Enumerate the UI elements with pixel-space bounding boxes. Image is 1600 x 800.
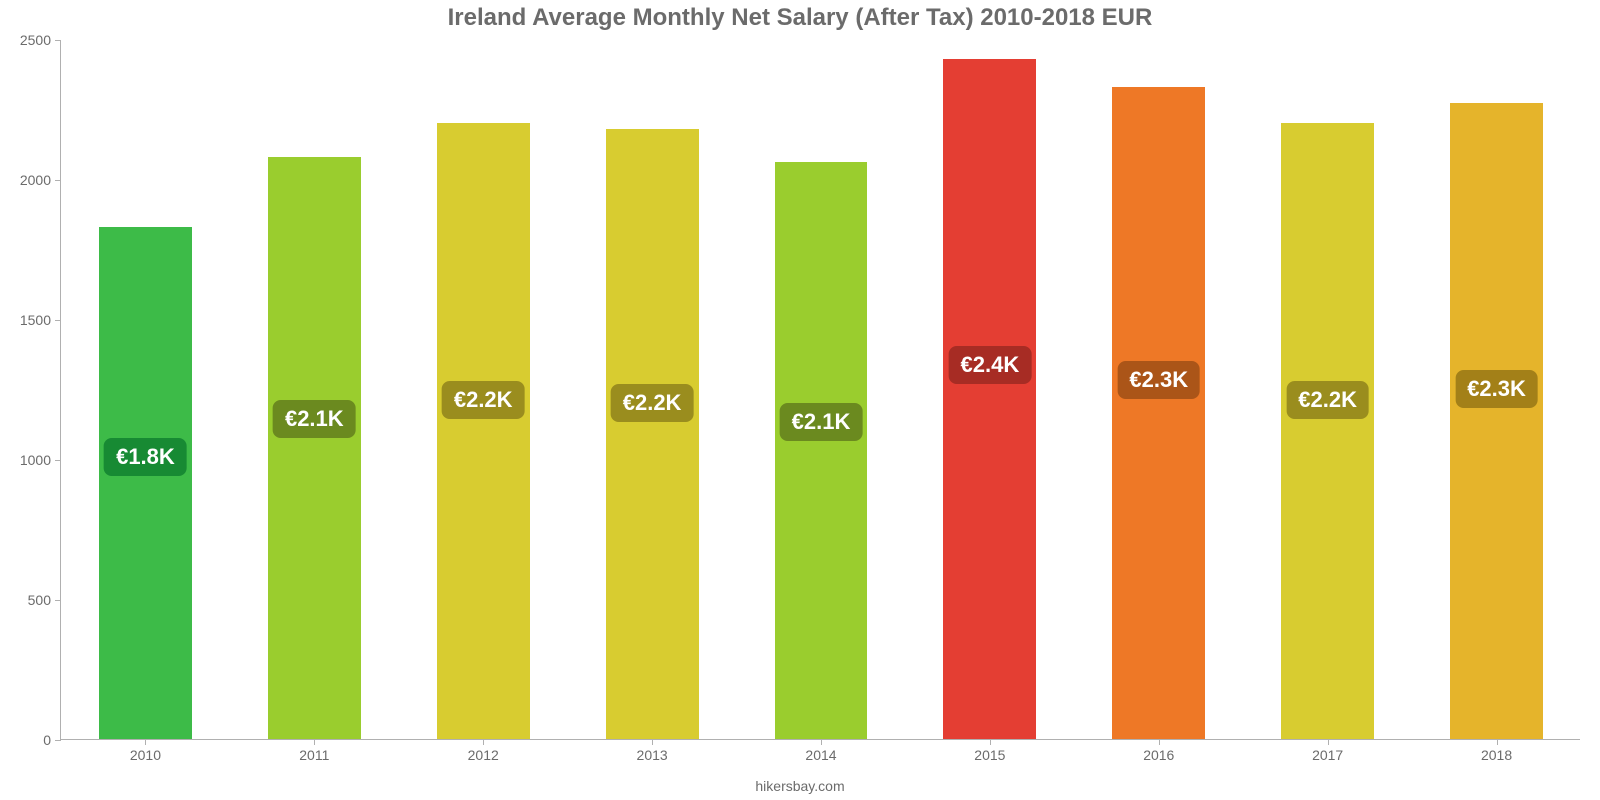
y-tick-mark: [55, 600, 61, 601]
bar-value-label: €2.4K: [949, 346, 1032, 384]
bar-value-label: €2.1K: [273, 400, 356, 438]
bar: €2.1K: [775, 162, 868, 739]
salary-bar-chart: Ireland Average Monthly Net Salary (Afte…: [0, 0, 1600, 800]
bar: €1.8K: [99, 227, 192, 739]
bar: €2.1K: [268, 157, 361, 739]
bar-value-label: €2.2K: [611, 384, 694, 422]
bar-value-label: €1.8K: [104, 438, 187, 476]
chart-source: hikersbay.com: [0, 778, 1600, 794]
y-tick-mark: [55, 40, 61, 41]
bar-value-label: €2.3K: [1455, 370, 1538, 408]
x-tick-mark: [1328, 739, 1329, 745]
bar-value-label: €2.2K: [1286, 381, 1369, 419]
y-tick-mark: [55, 320, 61, 321]
x-tick-mark: [145, 739, 146, 745]
chart-title: Ireland Average Monthly Net Salary (Afte…: [0, 4, 1600, 32]
x-tick-mark: [1159, 739, 1160, 745]
bar: €2.3K: [1112, 87, 1205, 739]
x-tick-mark: [1497, 739, 1498, 745]
x-tick-mark: [314, 739, 315, 745]
y-tick-mark: [55, 460, 61, 461]
bar: €2.2K: [606, 129, 699, 739]
y-tick-mark: [55, 740, 61, 741]
bar: €2.2K: [437, 123, 530, 739]
bar-value-label: €2.3K: [1117, 361, 1200, 399]
x-tick-mark: [990, 739, 991, 745]
x-tick-mark: [821, 739, 822, 745]
bar: €2.3K: [1450, 103, 1543, 739]
bar-value-label: €2.1K: [780, 403, 863, 441]
bars-container: €1.8K €2.1K €2.2K €2.2K €2.1K €2.4K €2.3K €2.2K…: [61, 40, 1580, 739]
bar: €2.4K: [943, 59, 1036, 739]
bar: €2.2K: [1281, 123, 1374, 739]
bar-value-label: €2.2K: [442, 381, 525, 419]
y-tick-mark: [55, 180, 61, 181]
x-tick-mark: [483, 739, 484, 745]
plot-area: €1.8K €2.1K €2.2K €2.2K €2.1K €2.4K €2.3K €2.2K…: [60, 40, 1580, 740]
x-tick-mark: [652, 739, 653, 745]
